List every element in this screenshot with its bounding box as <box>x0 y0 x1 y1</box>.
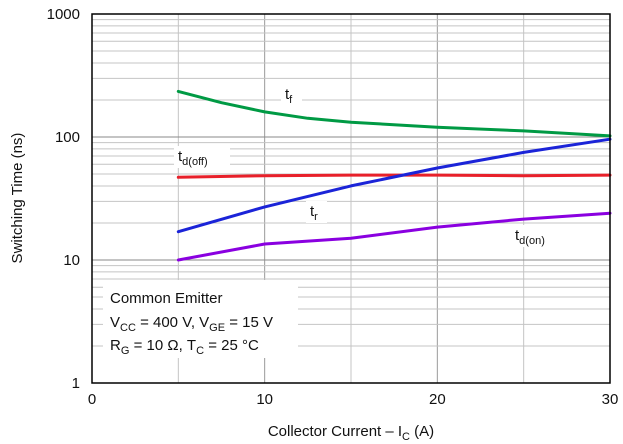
annotation-box <box>103 280 298 358</box>
y-tick-label: 1 <box>72 375 80 392</box>
annotation-line-3: RG = 10 Ω, TC = 25 °C <box>110 337 259 357</box>
series-label-tdoff: td(off) <box>178 148 208 168</box>
y-tick-label: 10 <box>63 252 80 269</box>
annotation-line-1: Common Emitter <box>110 290 223 307</box>
series-line-tr <box>176 137 612 234</box>
series-line-tdoff <box>176 173 612 179</box>
series-label-tf: tf <box>285 86 293 106</box>
y-axis-label: Switching Time (ns) <box>9 133 26 264</box>
x-tick-label: 20 <box>429 391 446 408</box>
series-label-bg <box>174 146 230 168</box>
y-tick-labels: 1 10 100 1000 <box>47 6 80 392</box>
x-tick-labels: 0 10 20 30 <box>88 391 619 408</box>
series-labels: tf td(off) tr td(on) <box>174 84 560 247</box>
series-lines <box>176 89 612 262</box>
series-line-tf <box>176 89 612 138</box>
plot-frame <box>91 13 611 384</box>
x-axis-label: Collector Current – IC (A) <box>268 423 434 443</box>
series-label-bg <box>511 225 560 247</box>
x-tick-label: 10 <box>256 391 273 408</box>
test-conditions-annotation: Common Emitter VCC = 400 V, VGE = 15 V RG … <box>110 290 273 357</box>
series-label-tdon: td(on) <box>515 227 545 247</box>
y-tick-label: 100 <box>55 129 80 146</box>
x-tick-label: 0 <box>88 391 96 408</box>
annotation-background <box>103 280 298 358</box>
x-tick-label: 30 <box>602 391 619 408</box>
series-label-bg <box>281 84 302 106</box>
annotation-line-2: VCC = 400 V, VGE = 15 V <box>110 314 273 334</box>
y-tick-label: 1000 <box>47 6 80 23</box>
series-label-tr: tr <box>310 203 318 223</box>
series-line-tdon <box>176 211 612 262</box>
series-label-bg <box>306 201 327 223</box>
